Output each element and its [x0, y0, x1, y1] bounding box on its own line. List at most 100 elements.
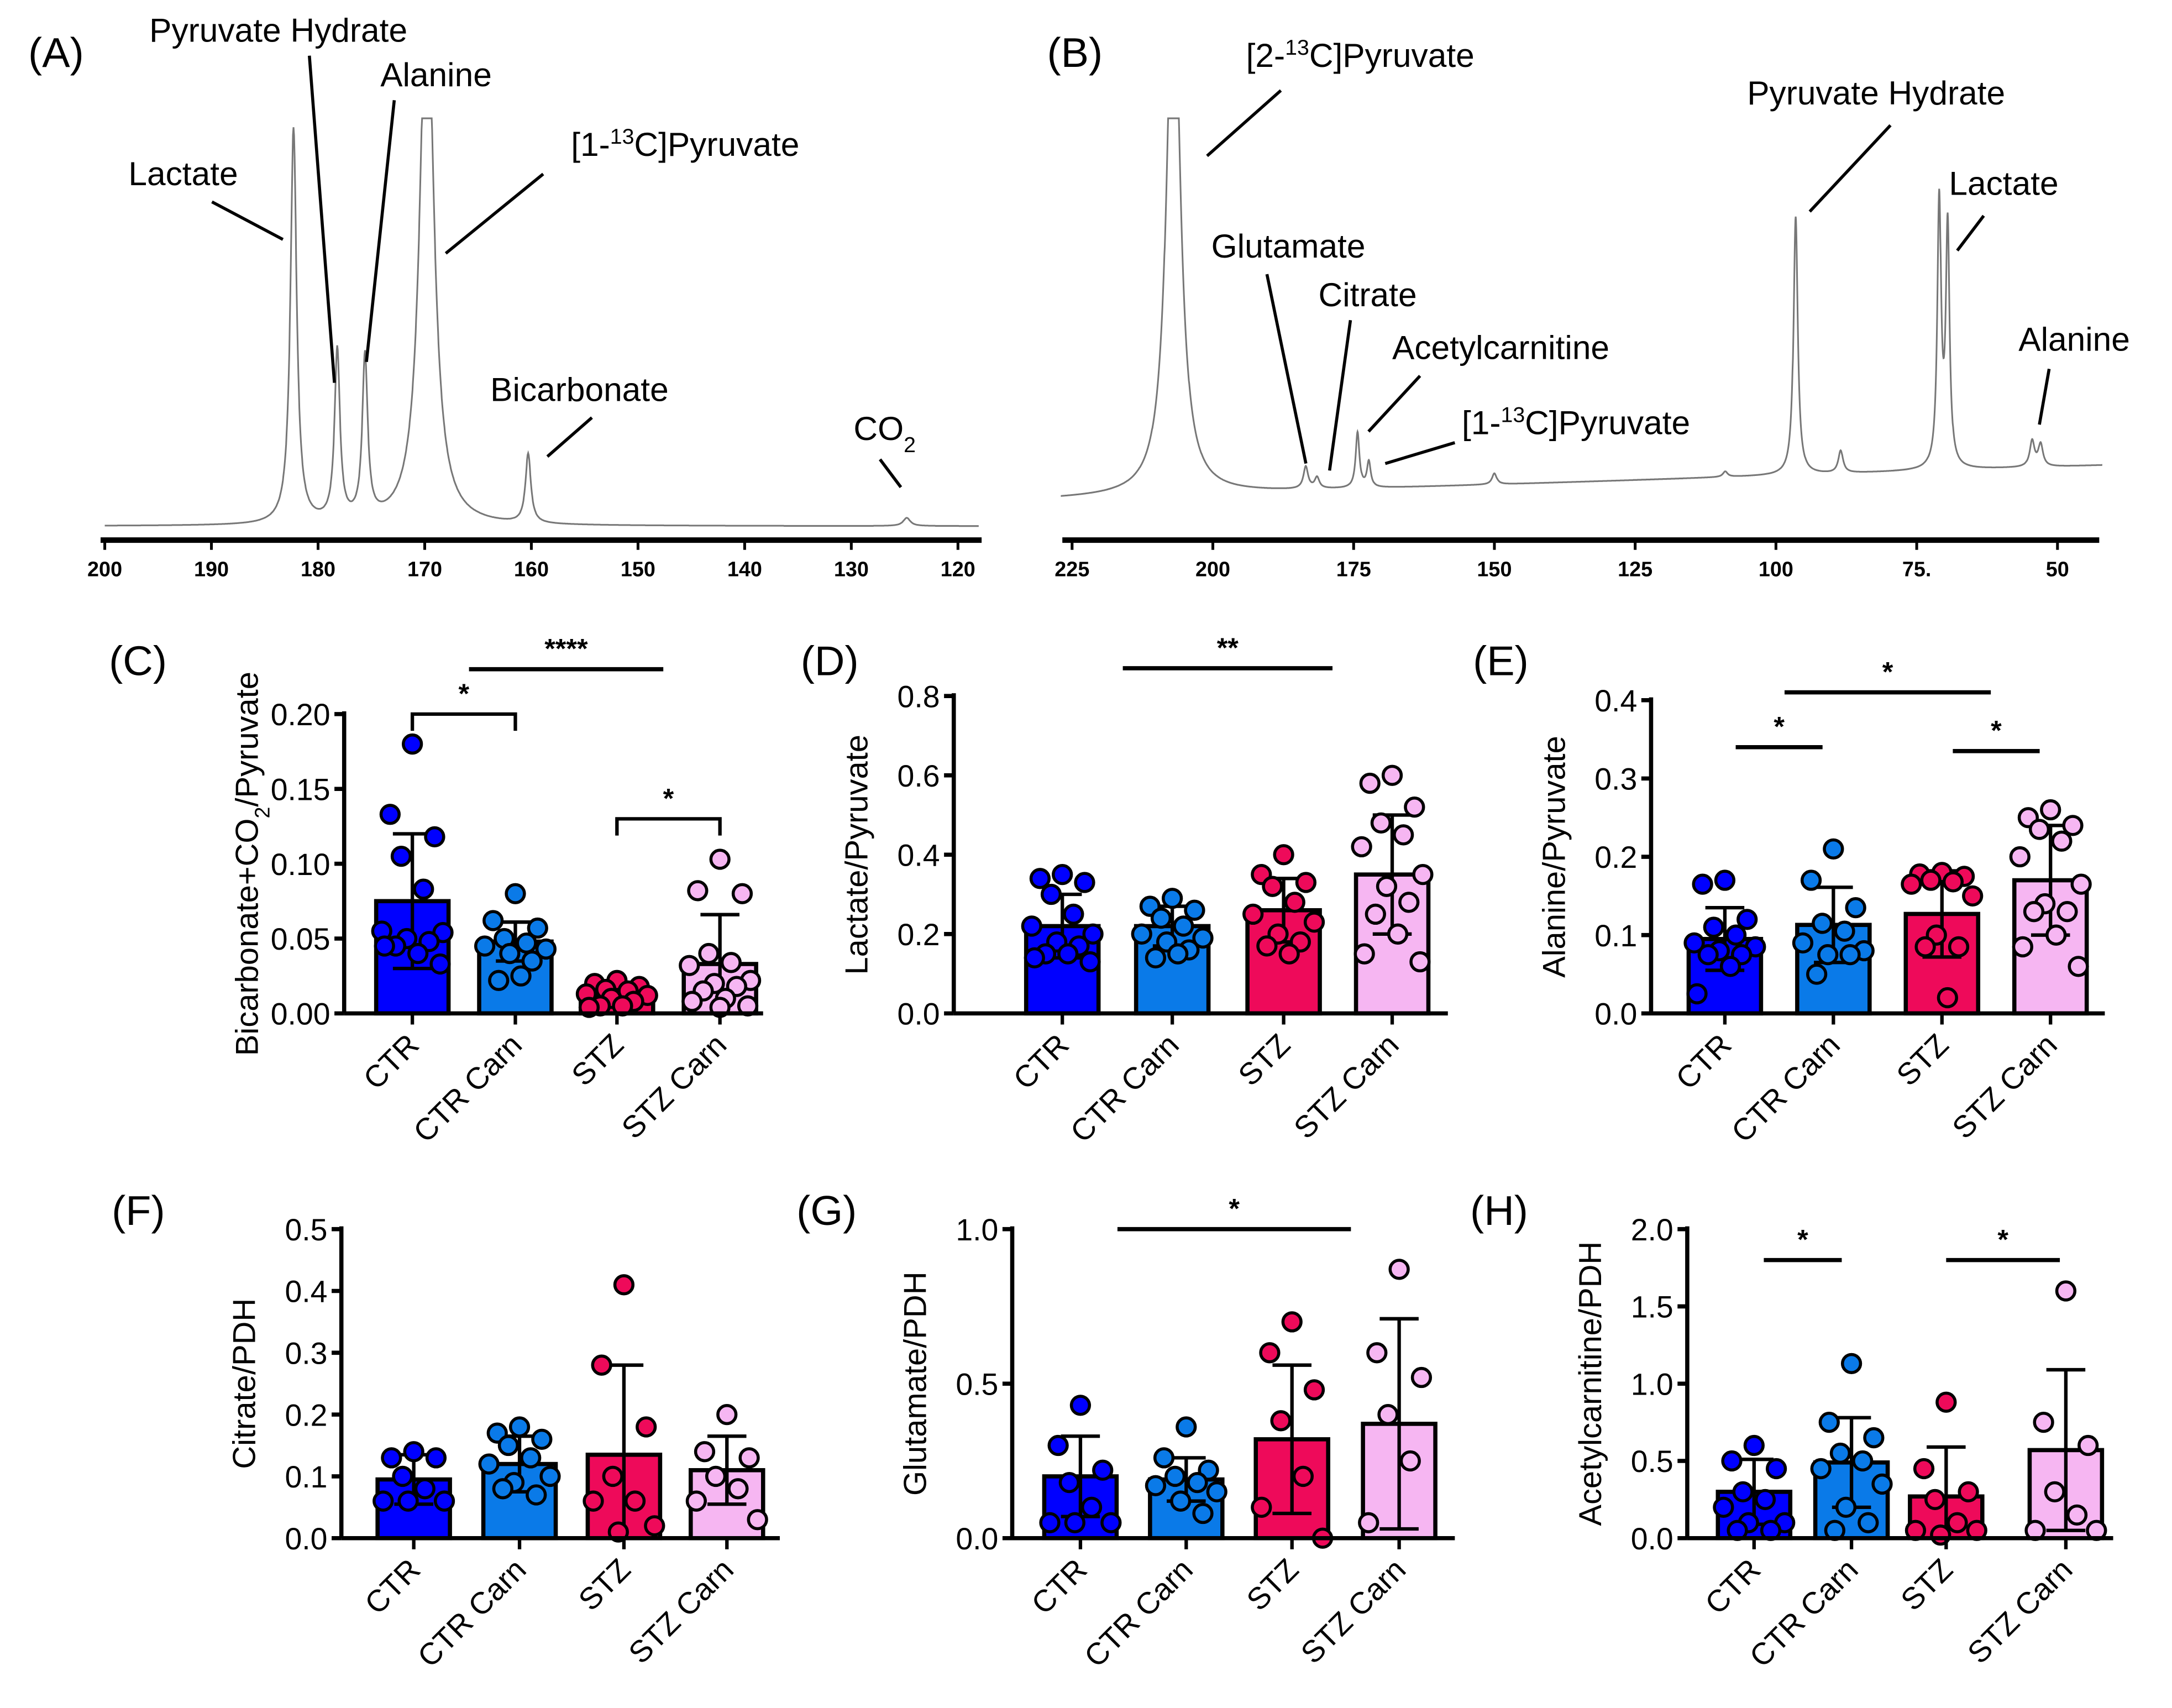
- y-tick-label: 0.15: [271, 772, 330, 806]
- data-point: [1829, 1442, 1851, 1464]
- data-point: [381, 1447, 402, 1469]
- y-tick-label: 0.0: [956, 1522, 998, 1556]
- data-point: [644, 1515, 665, 1537]
- peak-annotation: Lactate: [128, 155, 238, 192]
- y-tick-label: 0.00: [271, 997, 330, 1031]
- data-point: [505, 883, 526, 904]
- data-point: [1792, 932, 1814, 953]
- data-point: [613, 1274, 635, 1296]
- data-point: [1370, 812, 1392, 834]
- data-point: [1818, 1411, 1840, 1433]
- data-point: [1703, 916, 1724, 938]
- data-point: [508, 1416, 531, 1438]
- peak-annotation-text: [2-: [1246, 36, 1286, 74]
- data-point: [407, 942, 429, 965]
- panel-label: (A): [28, 30, 84, 76]
- data-point: [1839, 944, 1861, 966]
- y-axis-label: Lactate/Pyruvate: [840, 735, 875, 975]
- data-point: [1398, 892, 1420, 913]
- data-point: [2068, 956, 2089, 977]
- group-label: CTR: [1669, 1027, 1738, 1096]
- data-point: [499, 942, 521, 965]
- x-tick-label: 150: [1477, 558, 1512, 581]
- data-point: [1810, 1458, 1832, 1480]
- data-point: [1353, 943, 1375, 965]
- annotation-leader-line: [1956, 214, 1985, 252]
- y-tick-label: 0.4: [1594, 684, 1637, 718]
- annotation-leader-line: [1367, 375, 1421, 433]
- group-label: STZ Carn: [1945, 1027, 2064, 1145]
- data-point: [1082, 923, 1104, 945]
- data-point: [1812, 913, 1833, 934]
- data-point: [1721, 1450, 1743, 1472]
- group-label: STZ: [565, 1027, 630, 1092]
- peak-annotation: Bicarbonate: [490, 370, 669, 408]
- data-point: [1303, 911, 1325, 933]
- data-point: [2009, 846, 2031, 868]
- data-point: [535, 938, 557, 960]
- data-point: [403, 1441, 424, 1463]
- panel-label: (B): [1047, 30, 1103, 76]
- data-point: [1057, 943, 1079, 965]
- x-tick-label: 225: [1054, 558, 1089, 581]
- data-point: [1376, 876, 1398, 897]
- data-point: [1871, 1473, 1893, 1495]
- peak-annotation-text: Acetylcarnitine: [1392, 329, 1609, 366]
- peak-annotation-text-tail: C]Pyruvate: [634, 125, 799, 163]
- y-tick-label: 2.0: [1631, 1213, 1673, 1247]
- group-label: STZ: [1894, 1552, 1959, 1617]
- data-point: [1743, 1434, 1765, 1456]
- y-tick-label: 0.3: [285, 1336, 327, 1370]
- data-point: [1074, 872, 1095, 893]
- data-point: [1092, 1459, 1114, 1481]
- peak-annotation: Glutamate: [1211, 227, 1366, 265]
- data-point: [516, 932, 537, 954]
- data-point: [1273, 844, 1294, 866]
- peak-annotation: Pyruvate Hydrate: [149, 12, 407, 49]
- data-point: [2070, 873, 2092, 895]
- data-point: [602, 1465, 623, 1487]
- peak-annotation: Citrate: [1319, 276, 1417, 313]
- y-tick-label: 0.05: [271, 922, 330, 956]
- annotation-leader-line: [308, 55, 336, 383]
- spectrum-panel-B: 225 200 175 150 125 100 75. 50(B) [2-13C]Pyruvat…: [1047, 30, 2129, 581]
- data-point: [1176, 1416, 1197, 1438]
- annotation-leader-line: [365, 100, 396, 363]
- data-point: [1270, 1410, 1292, 1432]
- data-point: [390, 845, 412, 867]
- y-axis-label-text-tail: /Pyruvate: [230, 672, 265, 807]
- y-tick-label: 0.1: [285, 1460, 327, 1494]
- annotation-leader-line: [1206, 89, 1282, 158]
- data-point: [1366, 1342, 1388, 1364]
- data-point: [1069, 1395, 1092, 1416]
- group-label: STZ Carn: [1294, 1552, 1413, 1670]
- data-point: [2012, 936, 2033, 958]
- peak-annotation-text: [1-: [1462, 404, 1501, 442]
- data-point: [636, 1416, 657, 1438]
- significance-label: ****: [544, 633, 588, 664]
- data-point: [2062, 815, 2084, 836]
- data-point: [2056, 901, 2078, 923]
- significance-label: *: [1797, 1223, 1808, 1255]
- peak-annotation: Alanine: [2018, 321, 2130, 358]
- data-point: [1377, 1403, 1399, 1426]
- panel-label: (G): [796, 1188, 857, 1234]
- significance-bracket: [410, 712, 517, 731]
- data-point: [1100, 1512, 1122, 1533]
- group-label: CTR: [358, 1552, 427, 1621]
- data-point: [1259, 1342, 1281, 1364]
- data-point: [527, 917, 548, 939]
- y-axis-label-text: Acetylcarnitine/PDH: [1573, 1241, 1608, 1526]
- data-point: [1024, 947, 1045, 969]
- data-point: [1079, 951, 1101, 973]
- peak-annotation-text: Lactate: [1949, 165, 2058, 202]
- x-tick-label: 150: [621, 558, 655, 581]
- group-label: STZ Carn: [1287, 1027, 1405, 1145]
- group-label: CTR: [1698, 1552, 1767, 1621]
- data-point: [1145, 947, 1167, 969]
- significance-label: *: [1229, 1193, 1240, 1224]
- data-point: [1937, 987, 1958, 1009]
- data-point: [681, 991, 703, 1012]
- data-point: [1365, 903, 1386, 925]
